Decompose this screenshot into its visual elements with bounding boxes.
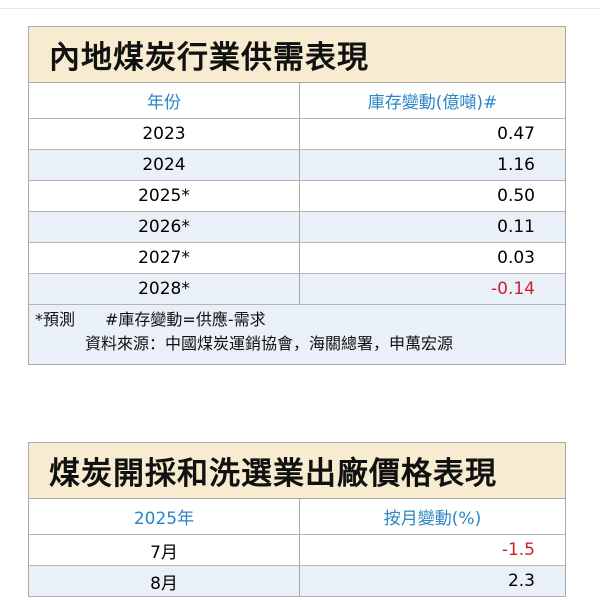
header-year: 年份 — [29, 83, 300, 118]
value-cell: 0.50 — [497, 186, 535, 206]
top-divider — [0, 8, 600, 9]
formula-note: #庫存變動=供應-需求 — [105, 310, 266, 329]
year-cell: 2027* — [29, 243, 300, 273]
header-inventory-change: 庫存變動(億噸)# — [367, 93, 498, 113]
month-cell: 8月 — [29, 566, 300, 596]
value-cell: 0.11 — [497, 217, 535, 237]
year-cell: 2026* — [29, 212, 300, 242]
year-cell: 2028* — [29, 274, 300, 304]
header-month: 2025年 — [29, 499, 300, 534]
value-cell: 2.3 — [507, 571, 535, 591]
price-table: 煤炭開採和洗選業出廠價格表現 2025年 按月變動(%) 7月 -1.5 8月 2.… — [28, 442, 566, 597]
value-cell: -1.5 — [501, 540, 535, 560]
table-row: 2023 0.47 — [29, 119, 565, 150]
forecast-note: *預測 — [35, 310, 76, 329]
year-cell: 2024 — [29, 150, 300, 180]
table-header: 2025年 按月變動(%) — [29, 499, 565, 535]
table-footer: *預測 #庫存變動=供應-需求 資料來源：中國煤炭運銷協會，海關總署，申萬宏源 — [29, 305, 565, 364]
table-row: 2028* -0.14 — [29, 274, 565, 305]
table-row: 8月 2.3 — [29, 566, 565, 597]
value-cell: 0.03 — [497, 248, 535, 268]
value-cell: 0.47 — [497, 124, 535, 144]
table-row: 2024 1.16 — [29, 150, 565, 181]
supply-demand-table: 內地煤炭行業供需表現 年份 庫存變動(億噸)# 2023 0.47 2024 1.1… — [28, 26, 566, 365]
month-cell: 7月 — [29, 535, 300, 565]
table-title: 煤炭開採和洗選業出廠價格表現 — [29, 443, 565, 499]
value-cell: 1.16 — [497, 155, 535, 175]
table-row: 2027* 0.03 — [29, 243, 565, 274]
table-row: 2025* 0.50 — [29, 181, 565, 212]
source-note: 資料來源：中國煤炭運銷協會，海關總署，申萬宏源 — [85, 334, 454, 353]
year-cell: 2025* — [29, 181, 300, 211]
table-title: 內地煤炭行業供需表現 — [29, 27, 565, 83]
table-header: 年份 庫存變動(億噸)# — [29, 83, 565, 119]
header-mom-change: 按月變動(%) — [383, 509, 482, 529]
table-row: 7月 -1.5 — [29, 535, 565, 566]
table-row: 2026* 0.11 — [29, 212, 565, 243]
year-cell: 2023 — [29, 119, 300, 149]
value-cell: -0.14 — [491, 279, 535, 299]
